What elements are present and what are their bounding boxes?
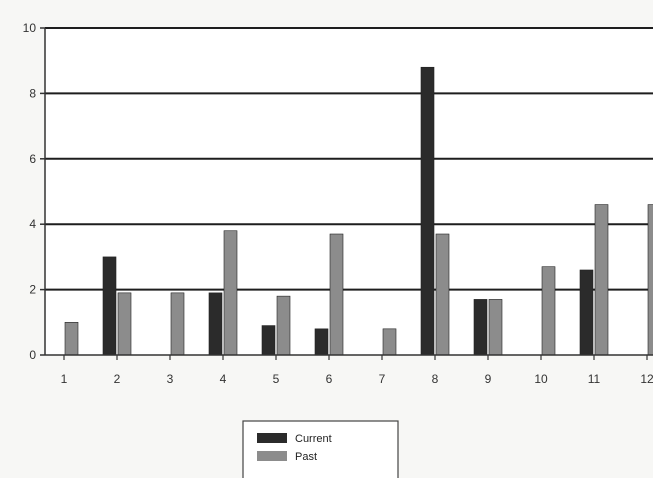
bar-past-8 (435, 233, 450, 356)
y-tick-label: 0 (29, 348, 36, 362)
x-tick-label: 7 (379, 372, 386, 386)
bar-past-1 (64, 321, 79, 356)
bar-current-9 (473, 299, 488, 356)
x-axis-ticks: 1 2 3 4 5 6 7 8 9 10 11 12 (61, 355, 653, 386)
bar-current-8 (420, 66, 435, 356)
legend-label-past: Past (295, 451, 317, 463)
y-tick-label: 6 (29, 152, 36, 166)
legend-box (242, 420, 399, 478)
legend: Current Past (242, 420, 399, 478)
x-tick-label: 5 (273, 372, 280, 386)
y-axis-ticks: 0 2 4 6 8 10 (23, 21, 45, 362)
bar-past-5 (276, 295, 291, 356)
axes (44, 28, 653, 356)
x-tick-label: 6 (326, 372, 333, 386)
bar-current-11 (579, 269, 594, 356)
bar-past-2 (117, 292, 132, 356)
x-tick-label: 3 (167, 372, 174, 386)
bar-current-5 (261, 325, 276, 356)
plot-background (45, 28, 653, 355)
bar-past-12 (647, 204, 653, 356)
bar-past-6 (329, 233, 344, 356)
bar-past-9 (488, 299, 503, 356)
bar-current-2 (102, 256, 117, 356)
bar-current-4 (208, 292, 223, 356)
y-tick-label: 10 (23, 21, 37, 35)
legend-label-current: Current (295, 433, 332, 445)
x-tick-label: 2 (114, 372, 121, 386)
bar-past-7 (382, 328, 397, 356)
bar-past-3 (170, 292, 185, 356)
x-tick-label: 11 (588, 372, 601, 386)
bar-past-10 (541, 266, 556, 356)
x-tick-label: 4 (220, 372, 227, 386)
x-tick-label: 8 (432, 372, 439, 386)
bar-current-6 (314, 328, 329, 356)
bar-past-11 (594, 204, 609, 356)
x-tick-label: 1 (61, 372, 68, 386)
x-tick-label: 9 (485, 372, 492, 386)
y-tick-label: 2 (29, 283, 36, 297)
y-tick-label: 8 (29, 86, 36, 100)
x-tick-label: 10 (534, 372, 548, 386)
x-tick-label: 12 (640, 372, 653, 386)
y-tick-label: 4 (29, 217, 36, 231)
legend-swatch-current (257, 433, 287, 443)
legend-swatch-past (257, 451, 287, 461)
bar-past-4 (223, 230, 238, 356)
